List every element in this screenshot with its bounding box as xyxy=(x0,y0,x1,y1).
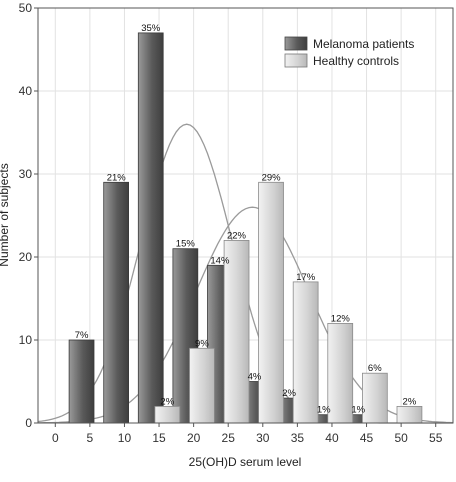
bar-controls xyxy=(223,239,250,424)
bar-label-melanoma: 14% xyxy=(210,255,230,266)
bar-melanoma xyxy=(137,32,164,424)
x-tick-label: 35 xyxy=(291,431,305,445)
y-tick-label: 40 xyxy=(19,84,33,98)
bar-controls xyxy=(292,281,319,424)
y-tick-label: 0 xyxy=(25,416,32,430)
bar-controls xyxy=(361,372,388,424)
legend-label-controls: Healthy controls xyxy=(313,54,399,68)
legend-label-melanoma: Melanoma patients xyxy=(313,37,414,51)
bar-controls xyxy=(396,405,423,424)
x-tick-label: 15 xyxy=(152,431,166,445)
bar-label-melanoma: 35% xyxy=(141,23,161,34)
x-tick-label: 45 xyxy=(360,431,374,445)
bar-label-controls: 9% xyxy=(195,338,209,349)
x-tick-label: 30 xyxy=(256,431,270,445)
x-tick-label: 20 xyxy=(187,431,201,445)
bar-label-melanoma: 1% xyxy=(351,405,365,416)
bar-controls xyxy=(258,181,284,424)
bar-label-controls: 17% xyxy=(296,272,316,283)
axes: 0 5 10 15 20 25 30 35 40 45 50 55 0 10 20 30 40 50 xyxy=(19,1,443,445)
plot-frame xyxy=(37,7,454,424)
bar-melanoma xyxy=(103,181,129,424)
y-tick-label: 50 xyxy=(19,1,33,15)
bar-controls xyxy=(189,347,215,424)
bar-label-controls: 2% xyxy=(403,396,417,407)
bar-label-melanoma: 15% xyxy=(176,239,196,250)
x-tick-label: 25 xyxy=(222,431,236,445)
bar-label-melanoma: 2% xyxy=(282,388,296,399)
legend-swatch-controls xyxy=(284,53,308,68)
legend: Melanoma patients Healthy controls xyxy=(284,36,414,68)
bar-label-melanoma: 4% xyxy=(248,372,262,383)
x-axis-title: 25(OH)D serum level xyxy=(189,455,302,469)
bar-label-melanoma: 21% xyxy=(107,172,127,183)
bar-label-controls: 6% xyxy=(368,363,382,374)
legend-swatch-melanoma xyxy=(284,36,308,51)
y-tick-label: 20 xyxy=(19,250,33,264)
bar-label-melanoma: 1% xyxy=(317,405,331,416)
y-tick-label: 30 xyxy=(19,167,33,181)
x-tick-label: 10 xyxy=(118,431,132,445)
x-tick-label: 50 xyxy=(394,431,408,445)
bar-label-controls: 22% xyxy=(227,230,247,241)
bar-label-controls: 2% xyxy=(160,396,174,407)
bar-label-controls: 12% xyxy=(331,313,351,324)
y-tick-label: 10 xyxy=(19,333,33,347)
bar-label-melanoma: 7% xyxy=(75,330,89,341)
bar-melanoma xyxy=(68,339,95,424)
bar-controls xyxy=(154,405,181,424)
bar-label-controls: 29% xyxy=(262,172,282,183)
x-tick-label: 55 xyxy=(429,431,443,445)
bars xyxy=(68,32,423,424)
x-tick-label: 0 xyxy=(52,431,59,445)
y-axis-title: Number of subjects xyxy=(0,163,11,266)
bar-controls xyxy=(327,322,354,424)
x-tick-label: 5 xyxy=(87,431,94,445)
bar-labels: 7% 21% 35% 15% 14% 4% 2% 1% 1% 2% 9% 22% 29% 17% 12% 6%… xyxy=(75,23,417,416)
x-tick-label: 40 xyxy=(325,431,339,445)
